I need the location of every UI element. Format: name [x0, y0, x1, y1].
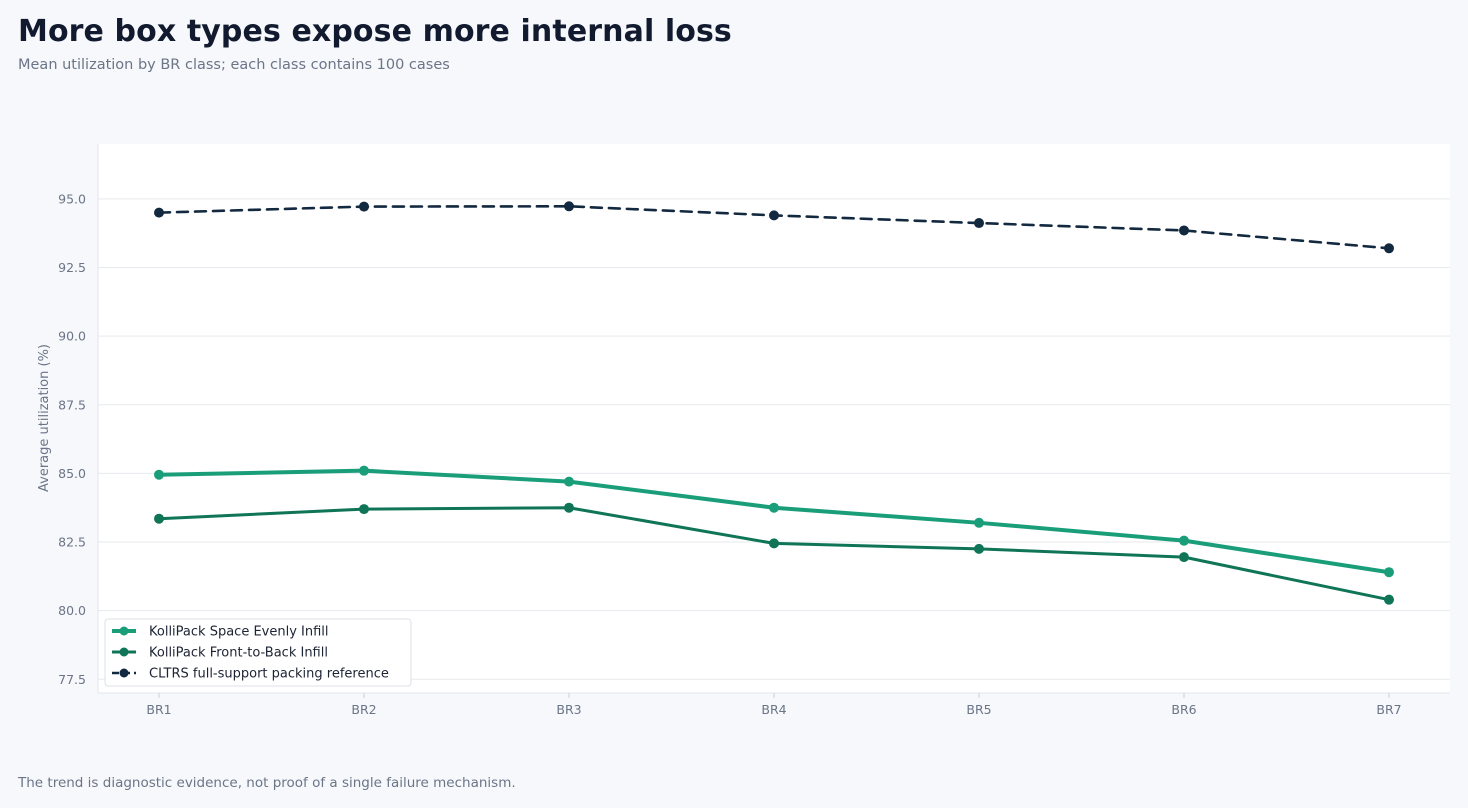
- data-point: [359, 465, 369, 476]
- legend-marker: [119, 626, 129, 636]
- x-tick-label: BR3: [556, 702, 581, 717]
- data-point: [154, 207, 164, 218]
- data-point: [564, 476, 574, 487]
- data-point: [359, 504, 369, 515]
- x-tick-labels: BR1 BR2 BR3 BR4 BR5 BR6 BR7: [146, 693, 1402, 717]
- y-tick-labels: 77.5 80.0 82.5 85.0 87.5 90.0 92.5 95.0: [58, 191, 86, 686]
- data-point: [769, 538, 779, 549]
- legend-item: KolliPack Space Evenly Infill: [112, 625, 329, 640]
- data-point: [564, 201, 574, 212]
- legend-label: CLTRS full-support packing reference: [149, 667, 389, 682]
- data-point: [1384, 243, 1394, 254]
- data-point: [1179, 225, 1189, 236]
- data-point: [974, 543, 984, 554]
- legend-item: CLTRS full-support packing reference: [112, 667, 389, 682]
- legend-item: KolliPack Front-to-Back Infill: [112, 646, 328, 661]
- data-point: [564, 502, 574, 513]
- legend-marker: [119, 668, 129, 678]
- y-tick-label: 82.5: [58, 535, 86, 550]
- y-tick-label: 90.0: [58, 329, 86, 344]
- y-tick-label: 77.5: [58, 672, 86, 687]
- data-point: [1179, 535, 1189, 546]
- plot-area: [98, 144, 1450, 693]
- data-point: [359, 201, 369, 212]
- series-3: [154, 201, 1394, 254]
- x-tick-label: BR7: [1376, 702, 1401, 717]
- y-tick-label: 95.0: [58, 191, 86, 206]
- chart-title: More box types expose more internal loss: [18, 14, 732, 49]
- legend-label: KolliPack Space Evenly Infill: [149, 625, 329, 640]
- legend-label: KolliPack Front-to-Back Infill: [149, 646, 328, 661]
- legend-box: [104, 618, 412, 687]
- data-point: [974, 517, 984, 528]
- data-point: [769, 502, 779, 513]
- y-tick-label: 92.5: [58, 260, 86, 275]
- y-axis-label: Average utilization (%): [37, 344, 52, 492]
- data-point: [1384, 567, 1394, 578]
- data-point: [154, 469, 164, 480]
- data-point: [769, 210, 779, 221]
- legend-marker: [119, 647, 129, 657]
- y-tick-label: 85.0: [58, 466, 86, 481]
- footnote: The trend is diagnostic evidence, not pr…: [18, 775, 516, 791]
- series-group: [154, 201, 1394, 605]
- chart-subtitle: Mean utilization by BR class; each class…: [18, 57, 450, 73]
- data-point: [1179, 552, 1189, 563]
- data-point: [1384, 594, 1394, 605]
- legend: KolliPack Space Evenly Infill KolliPack F…: [104, 618, 412, 687]
- series-2: [154, 502, 1394, 605]
- y-tick-label: 80.0: [58, 603, 86, 618]
- x-tick-label: BR4: [761, 702, 786, 717]
- x-tick-label: BR2: [351, 702, 376, 717]
- data-point: [154, 513, 164, 524]
- y-tick-label: 87.5: [58, 397, 86, 412]
- data-point: [974, 218, 984, 229]
- x-tick-label: BR5: [966, 702, 991, 717]
- series-1: [154, 465, 1394, 578]
- x-tick-label: BR1: [146, 702, 171, 717]
- x-tick-label: BR6: [1171, 702, 1196, 717]
